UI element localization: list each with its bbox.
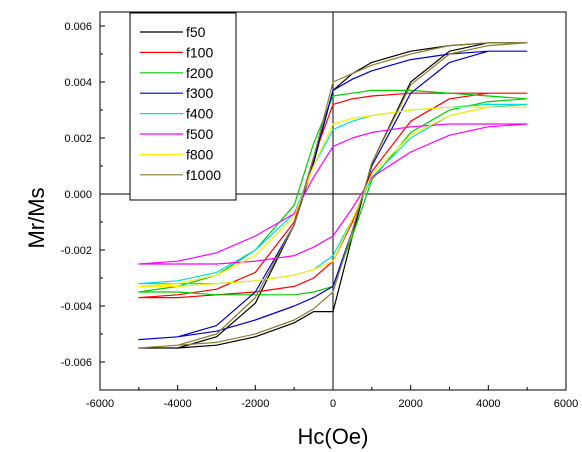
series-line-f500 [138, 123, 528, 265]
y-tick-label: -0.004 [61, 301, 92, 313]
x-axis-title: Hc(Oe) [298, 424, 369, 449]
x-tick-label: 0 [330, 398, 336, 410]
y-tick-label: 0.004 [64, 77, 92, 89]
series-line-f1000 [138, 42, 528, 349]
x-tick-label: -4000 [164, 398, 192, 410]
legend-label-f800: f800 [186, 146, 213, 162]
series-line-f100 [138, 92, 528, 299]
legend-box [129, 12, 237, 201]
x-tick-label: -6000 [86, 398, 114, 410]
series-line-f300 [138, 50, 528, 341]
x-tick-label: -2000 [241, 398, 269, 410]
legend: f50 f100 f200 f300 f400 f500 f800 f1000 [129, 12, 237, 201]
legend-label-f500: f500 [186, 126, 213, 142]
y-tick-label: -0.006 [61, 357, 92, 369]
legend-label-f50: f50 [186, 24, 206, 40]
legend-label-f1000: f1000 [186, 167, 221, 183]
x-tick-label: 2000 [398, 398, 422, 410]
ticks-layer: -6000 -4000 -2000 0 2000 4000 6000 -0.006 -0.004… [61, 21, 578, 410]
legend-label-f400: f400 [186, 106, 213, 122]
series-line-f200 [138, 89, 528, 296]
y-axis-title: Mr/Ms [24, 187, 49, 248]
y-tick-label: 0.000 [64, 189, 92, 201]
y-tick-label: -0.002 [61, 245, 92, 257]
legend-label-f300: f300 [186, 85, 213, 101]
legend-label-f100: f100 [186, 44, 213, 60]
legend-label-f200: f200 [186, 65, 213, 81]
series-line-f800 [138, 106, 528, 287]
x-tick-label: 4000 [476, 398, 500, 410]
x-tick-label: 6000 [554, 398, 578, 410]
series-layer [138, 42, 528, 349]
y-tick-label: 0.002 [64, 133, 92, 145]
y-tick-label: 0.006 [64, 21, 92, 33]
